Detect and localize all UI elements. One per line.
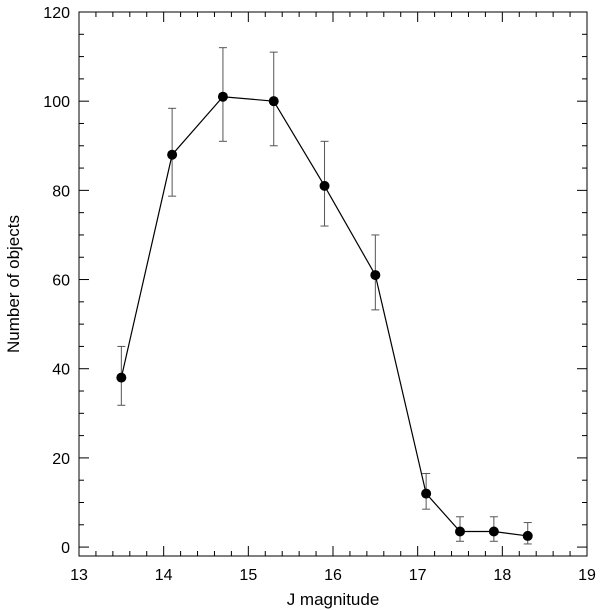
error-bars xyxy=(117,47,532,545)
data-point xyxy=(167,149,178,160)
series-line xyxy=(120,96,528,537)
y-tick-label: 60 xyxy=(52,273,70,290)
data-point xyxy=(319,180,330,191)
x-tick-label: 16 xyxy=(324,567,342,584)
x-tick-label: 18 xyxy=(493,567,511,584)
x-tick-label: 15 xyxy=(239,567,257,584)
data-point xyxy=(217,91,228,102)
data-point xyxy=(268,96,279,107)
y-tick-label: 40 xyxy=(52,362,70,379)
data-point xyxy=(421,488,432,499)
data-points xyxy=(116,91,533,541)
x-tick-label: 13 xyxy=(70,567,88,584)
data-point xyxy=(522,530,533,541)
tick-labels: 13 14 15 16 17 18 19 0 20 40 60 80 100 120 xyxy=(43,5,596,584)
data-point xyxy=(455,526,465,537)
y-tick-label: 80 xyxy=(52,183,70,200)
data-point xyxy=(488,526,499,537)
plot-frame xyxy=(78,11,588,557)
y-tick-label: 100 xyxy=(43,94,70,111)
x-axis-title: J magnitude xyxy=(287,590,380,609)
x-tick-label: 14 xyxy=(155,567,173,584)
y-axis-title: Number of objects xyxy=(4,215,23,353)
axis-ticks xyxy=(78,11,588,556)
data-point xyxy=(370,270,381,281)
x-tick-label: 17 xyxy=(409,567,427,584)
data-point xyxy=(116,372,127,383)
y-tick-label: 20 xyxy=(52,451,70,468)
y-tick-label: 0 xyxy=(61,540,70,557)
x-tick-label: 19 xyxy=(578,567,596,584)
y-tick-label: 120 xyxy=(43,5,70,22)
